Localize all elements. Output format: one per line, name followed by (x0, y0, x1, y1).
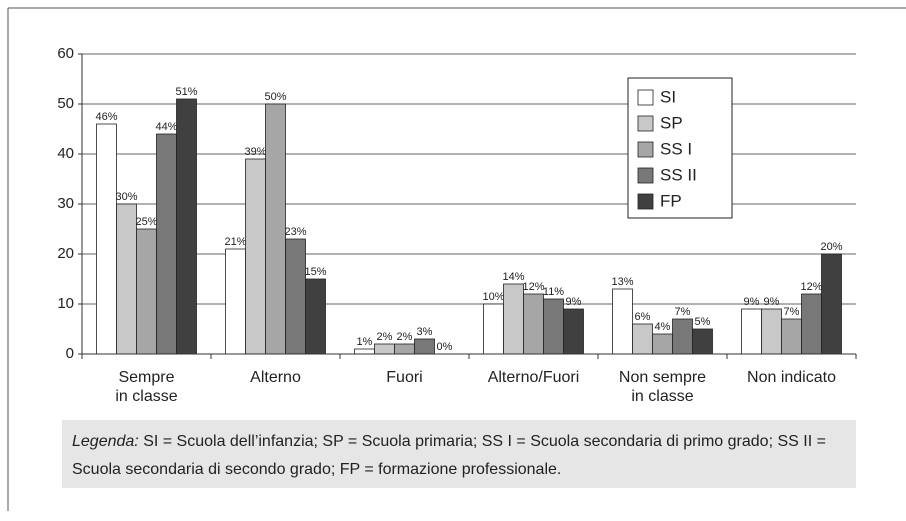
bar (96, 123, 117, 355)
bar (354, 348, 375, 355)
caption: Legenda: SI = Scuola dell’infanzia; SP =… (62, 420, 856, 488)
bar (652, 333, 673, 355)
data-label: 21% (224, 236, 246, 248)
bar (136, 228, 157, 355)
bar (761, 308, 782, 355)
bar (245, 158, 266, 355)
y-tick-label: 30 (57, 195, 74, 212)
data-label: 23% (284, 226, 306, 238)
data-label: 44% (155, 121, 177, 133)
bar (285, 238, 306, 355)
data-label: 7% (675, 306, 691, 318)
legend-swatch (637, 89, 654, 106)
data-label: 14% (502, 271, 524, 283)
legend-label: SS II (660, 165, 697, 184)
y-tick-label: 60 (57, 45, 74, 62)
data-label: 13% (611, 276, 633, 288)
legend-swatch (637, 193, 654, 210)
bar (503, 283, 524, 355)
x-tick-label: Sempre in classe (115, 369, 178, 405)
x-tick-label: Alterno (250, 369, 301, 386)
caption-label: Legenda: (72, 433, 139, 450)
legend-swatch (637, 167, 654, 184)
data-label: 39% (244, 146, 266, 158)
data-label: 50% (264, 91, 286, 103)
x-tick-label: Alterno/Fuori (487, 369, 580, 386)
data-label: 12% (522, 281, 544, 293)
bar (632, 323, 653, 355)
x-tick-label: Non indicato (747, 369, 836, 386)
data-label: 4% (655, 321, 671, 333)
bar (394, 343, 415, 355)
legend-label: FP (660, 191, 682, 210)
x-tick-label: Non sempre in classe (618, 369, 707, 405)
legend-label: SI (660, 87, 676, 106)
data-label: 10% (482, 291, 504, 303)
bar (374, 343, 395, 355)
bar (563, 308, 584, 355)
data-label: 30% (115, 191, 137, 203)
legend-swatch (637, 115, 654, 132)
data-label: 9% (764, 296, 780, 308)
bar (265, 103, 286, 355)
data-label: 46% (95, 111, 117, 123)
data-label: 25% (135, 216, 157, 228)
bar (305, 278, 326, 355)
data-label: 9% (744, 296, 760, 308)
data-label: 6% (635, 311, 651, 323)
legend-label: SS I (660, 139, 692, 158)
bar (781, 318, 802, 355)
legend-swatch (637, 141, 654, 158)
x-tick-label: Fuori (386, 369, 423, 386)
bar (801, 293, 822, 355)
bar (741, 308, 762, 355)
data-label: 2% (397, 331, 413, 343)
data-label: 12% (800, 281, 822, 293)
data-label: 5% (695, 316, 711, 328)
y-tick-label: 50 (57, 95, 74, 112)
data-label: 2% (377, 331, 393, 343)
data-label: 3% (417, 326, 433, 338)
y-tick-label: 0 (66, 345, 74, 362)
bar (612, 288, 633, 355)
bar (543, 298, 564, 355)
bar (821, 253, 842, 355)
data-label: 1% (357, 336, 373, 348)
bar (692, 328, 713, 355)
y-tick-label: 20 (57, 245, 74, 262)
bar (523, 293, 544, 355)
bar (156, 133, 177, 355)
bar (225, 248, 246, 355)
data-label: 15% (304, 266, 326, 278)
data-label: 20% (820, 241, 842, 253)
bar (414, 338, 435, 355)
y-tick-label: 10 (57, 295, 74, 312)
bar (672, 318, 693, 355)
caption-text: SI = Scuola dell’infanzia; SP = Scuola p… (72, 433, 826, 478)
y-tick-label: 40 (57, 145, 74, 162)
data-label: 0% (437, 341, 453, 353)
data-label: 51% (175, 86, 197, 98)
bar (116, 203, 137, 355)
data-label: 9% (566, 296, 582, 308)
bar (176, 98, 197, 355)
data-label: 11% (543, 286, 564, 298)
legend-label: SP (660, 113, 683, 132)
data-label: 7% (784, 306, 800, 318)
bar (483, 303, 504, 355)
